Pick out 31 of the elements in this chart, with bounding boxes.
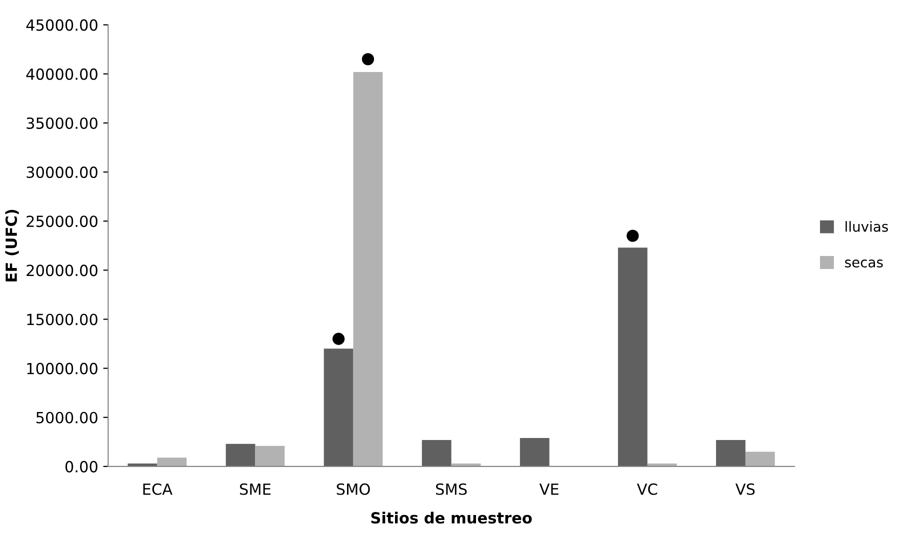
bar xyxy=(520,438,550,466)
y-tick-label: 10000.00 xyxy=(27,362,98,374)
x-tick-label: VE xyxy=(539,484,558,495)
x-tick-label: SMO xyxy=(336,483,370,495)
bar xyxy=(618,248,648,466)
legend-label: lluvias xyxy=(846,221,888,232)
y-tick-label: 20000.00 xyxy=(26,264,98,276)
bar xyxy=(255,446,285,466)
legend-label: secas xyxy=(845,260,883,268)
y-axis-title: EF (UFC) xyxy=(5,210,19,282)
bar xyxy=(157,458,187,466)
y-tick-label: 25000.00 xyxy=(26,216,98,228)
x-tick-label: SMS xyxy=(436,483,467,495)
bar xyxy=(324,348,354,466)
x-tick-label: ECA xyxy=(143,483,172,495)
bar xyxy=(716,440,746,466)
y-tick-label: 0.00 xyxy=(65,460,98,472)
bar xyxy=(422,440,452,466)
y-tick-label: 30000.00 xyxy=(26,166,98,178)
x-axis-title: Sitios de muestreo xyxy=(371,512,532,524)
y-tick-label: 35000.00 xyxy=(26,117,98,129)
bar xyxy=(745,452,775,466)
y-tick-label: 15000.00 xyxy=(27,314,98,326)
x-tick-label: SME xyxy=(240,483,271,495)
x-tick-label: VC xyxy=(636,483,658,495)
y-tick-label: 40000.00 xyxy=(26,68,98,80)
y-tick-label: 5000.00 xyxy=(36,412,98,424)
bar xyxy=(353,72,383,466)
y-tick-label: 45000.00 xyxy=(26,19,98,31)
bar xyxy=(226,444,256,466)
x-tick-label: VS xyxy=(735,483,755,495)
